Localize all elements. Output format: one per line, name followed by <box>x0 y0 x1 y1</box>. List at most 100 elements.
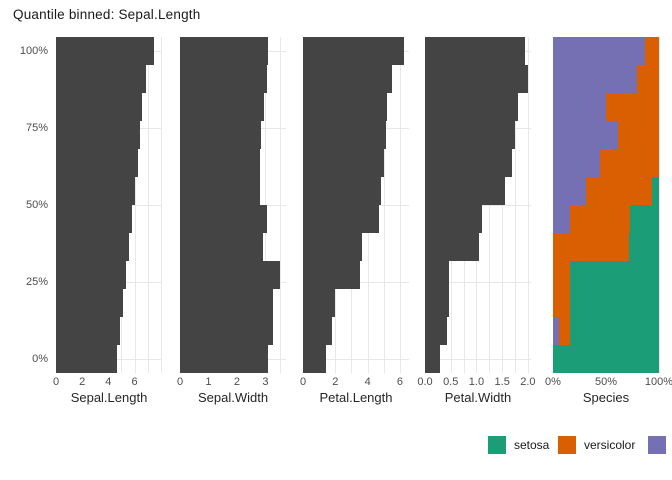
quantile-bar <box>303 149 384 177</box>
gridline <box>425 359 531 360</box>
gridline <box>148 37 149 373</box>
quantile-bar <box>56 345 117 373</box>
quantile-bar <box>56 93 143 121</box>
segment-versicolor <box>559 317 570 345</box>
quantile-bar <box>425 121 516 149</box>
quantile-bar <box>303 289 336 317</box>
x-axis-tick-label: 100% <box>644 376 672 388</box>
x-axis-tick-label: 0.0 <box>417 376 433 388</box>
segment-versicolor <box>599 149 659 177</box>
segment-setosa <box>569 261 659 289</box>
panel-petal-length <box>303 37 409 373</box>
x-axis-title-sepal-width: Sepal.Width <box>197 390 269 405</box>
segment-versicolor <box>553 233 630 261</box>
quantile-bar <box>425 289 449 317</box>
gridline <box>161 37 162 373</box>
quantile-bar <box>56 317 121 345</box>
x-axis-tick-label: 6 <box>396 376 403 388</box>
x-axis-tick-label: 0% <box>545 376 561 388</box>
segment-virginica <box>553 177 586 205</box>
x-axis-tick-label: 0.5 <box>443 376 459 388</box>
segment-virginica <box>553 149 600 177</box>
quantile-bar <box>56 121 141 149</box>
quantile-bar <box>425 37 526 65</box>
segment-virginica <box>553 65 637 93</box>
panel-sepal-length <box>56 37 162 373</box>
stacked-quantile-bar <box>553 37 659 65</box>
y-axis-tick-label: 25% <box>25 276 48 288</box>
segment-virginica <box>553 93 606 121</box>
y-axis-tick-label: 100% <box>19 45 48 57</box>
segment-versicolor <box>569 205 631 233</box>
quantile-bar <box>303 317 333 345</box>
quantile-bar <box>56 233 130 261</box>
segment-setosa <box>569 289 659 317</box>
stacked-quantile-bar <box>553 233 659 261</box>
legend-label: versicolor <box>584 438 636 452</box>
y-axis-tick-label: 0% <box>32 353 48 365</box>
segment-setosa <box>553 345 659 373</box>
segment-virginica <box>553 121 618 149</box>
x-axis-title-species: Species <box>582 390 630 405</box>
quantile-bar <box>180 233 263 261</box>
stacked-quantile-bar <box>553 121 659 149</box>
segment-versicolor <box>636 65 659 93</box>
quantile-bar <box>425 345 441 373</box>
x-axis-tick-label: 4 <box>364 376 371 388</box>
panel-sepal-width <box>180 37 286 373</box>
quantile-bar <box>425 317 448 345</box>
stacked-quantile-bar <box>553 289 659 317</box>
quantile-bar <box>303 93 388 121</box>
x-axis-tick-label: 0 <box>299 376 307 388</box>
quantile-bar <box>56 177 135 205</box>
gridline <box>135 37 136 373</box>
segment-setosa <box>569 317 659 345</box>
quantile-bar <box>303 233 362 261</box>
segment-setosa <box>651 177 659 205</box>
quantile-bar <box>56 205 132 233</box>
segment-versicolor <box>553 261 570 289</box>
legend-label: setosa <box>514 438 550 452</box>
segment-setosa <box>630 205 659 233</box>
x-axis-tick-label: 3 <box>262 376 269 388</box>
segment-versicolor <box>606 93 659 121</box>
segment-virginica <box>553 37 646 65</box>
gridline <box>400 37 401 373</box>
quantile-bar <box>180 261 280 289</box>
quantile-bar <box>425 233 480 261</box>
gridline <box>425 282 531 283</box>
gridline <box>515 37 516 373</box>
quantile-bar <box>303 65 392 93</box>
quantile-bar <box>180 289 273 317</box>
panel-species <box>553 37 660 373</box>
quantile-bar <box>303 261 361 289</box>
quantile-bar <box>180 205 267 233</box>
stacked-quantile-bar <box>553 261 659 289</box>
x-axis-tick-label: 0 <box>52 376 60 388</box>
chart-title: Quantile binned: Sepal.Length <box>13 7 201 22</box>
legend-swatch <box>488 436 506 454</box>
quantile-bar <box>180 149 260 177</box>
quantile-bar <box>56 261 126 289</box>
legend-swatch <box>558 436 576 454</box>
segment-setosa <box>629 233 659 261</box>
x-axis-tick-label: 0 <box>176 376 184 388</box>
x-axis-title-petal-width: Petal.Width <box>444 390 512 405</box>
gridline <box>384 37 385 373</box>
stacked-quantile-bar <box>553 317 659 345</box>
quantile-bar <box>425 149 513 177</box>
segment-virginica <box>553 205 570 233</box>
x-axis-tick-label: 1 <box>205 376 212 388</box>
quantile-bar <box>425 65 528 93</box>
gridline <box>489 37 490 373</box>
quantile-bar <box>425 93 518 121</box>
x-axis-title-petal-length: Petal.Length <box>319 390 393 405</box>
quantile-bar <box>303 121 387 149</box>
gridline <box>528 37 529 373</box>
segment-versicolor <box>585 177 652 205</box>
quantile-bar <box>303 345 327 373</box>
quantile-bar <box>180 93 265 121</box>
x-axis-tick-label: 2 <box>79 376 86 388</box>
quantile-bar <box>425 177 505 205</box>
stacked-quantile-bar <box>553 93 659 121</box>
